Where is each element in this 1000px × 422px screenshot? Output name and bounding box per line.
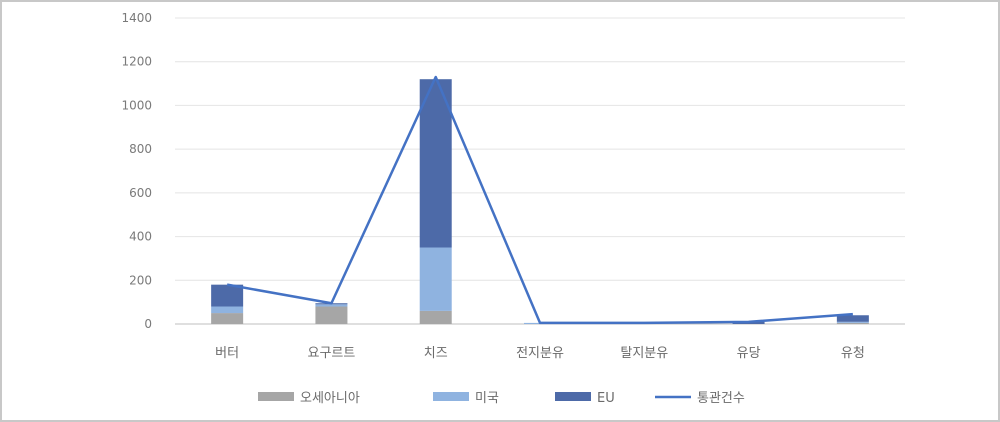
bar-segment	[211, 313, 244, 324]
bar-segment	[419, 79, 452, 248]
y-tick-label: 1000	[121, 98, 152, 112]
y-tick-label: 1200	[121, 55, 152, 69]
legend-swatch	[555, 392, 591, 401]
y-tick-label: 0	[144, 317, 152, 331]
bar-segment	[211, 306, 244, 314]
x-tick-label: 버터	[215, 346, 239, 361]
legend-swatch	[258, 392, 294, 401]
legend-label: 미국	[475, 391, 499, 406]
x-tick-label: 치즈	[424, 346, 448, 361]
x-tick-label: 유당	[737, 346, 761, 361]
y-tick-label: 800	[129, 142, 152, 156]
x-tick-label: 유청	[841, 346, 865, 361]
bar-segment	[419, 310, 452, 324]
bar-segment	[419, 247, 452, 311]
bar-segment	[315, 306, 348, 324]
legend-label: 오세아니아	[300, 391, 360, 406]
legend-swatch	[433, 392, 469, 401]
bar-segment	[836, 315, 869, 322]
y-tick-label: 400	[129, 230, 152, 244]
x-tick-label: 탈지분유	[620, 346, 668, 361]
y-tick-label: 200	[129, 273, 152, 287]
legend-label: 통관건수	[697, 391, 745, 406]
bar-segment	[836, 322, 869, 324]
bar-segment	[315, 304, 348, 307]
y-tick-label: 600	[129, 186, 152, 200]
bar-segment	[211, 284, 244, 307]
series-line	[226, 75, 853, 325]
legend-label: EU	[597, 391, 615, 406]
x-tick-label: 요구르트	[308, 346, 356, 361]
y-tick-label: 1400	[121, 11, 152, 25]
x-tick-label: 전지분유	[516, 346, 564, 361]
bar-segment	[836, 321, 869, 323]
